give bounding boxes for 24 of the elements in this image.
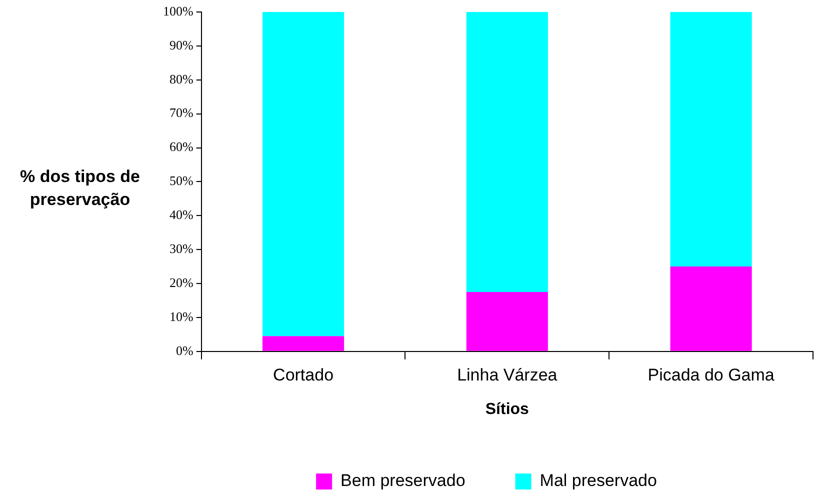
x-tick-label: Cortado [273, 365, 334, 384]
bar [670, 12, 752, 267]
y-tick-label: 50% [169, 173, 194, 188]
legend-label: Mal preservado [540, 471, 657, 490]
bar [466, 292, 548, 351]
y-tick-label: 30% [169, 241, 194, 256]
legend-label: Bem preservado [340, 471, 466, 490]
y-tick-label: 20% [169, 274, 194, 290]
x-tick-label: Picada do Gama [648, 365, 775, 384]
y-tick-label: 40% [169, 207, 194, 222]
y-tick-label: 70% [169, 105, 194, 120]
x-tick-label: Linha Várzea [457, 365, 558, 384]
y-tick-label: 100% [162, 3, 194, 18]
bar [262, 12, 344, 336]
y-tick-label: 0% [176, 342, 194, 358]
y-tick-label: 60% [169, 139, 194, 154]
y-tick-label: 80% [169, 71, 194, 86]
bar [466, 12, 548, 292]
y-tick-label: 10% [169, 308, 194, 324]
bar [670, 266, 752, 351]
y-tick-label: 90% [169, 37, 194, 52]
bar [262, 336, 344, 351]
y-axis-title: % dos tipos de preservação [19, 166, 141, 211]
x-axis-title: Sítios [485, 400, 530, 418]
